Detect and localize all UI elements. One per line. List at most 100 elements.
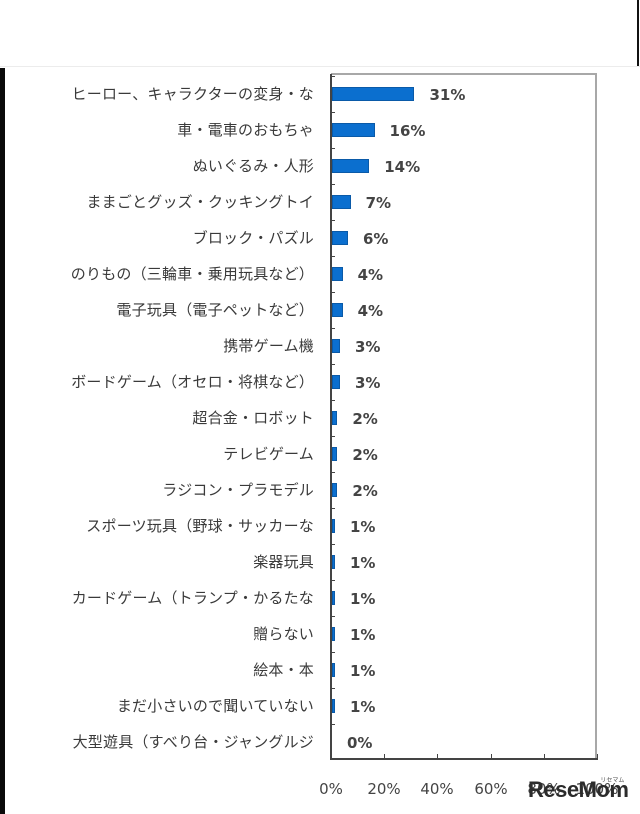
y-axis-tick xyxy=(331,616,335,617)
bar xyxy=(332,87,415,101)
category-label: 電子玩具（電子ペットなど） xyxy=(116,301,314,319)
category-label: 贈らない xyxy=(253,625,314,643)
bar xyxy=(332,519,335,533)
x-axis-tick-label: 80% xyxy=(527,780,561,798)
resemom-watermark-logo: ReseMom リセマム xyxy=(528,777,629,803)
right-edge-line xyxy=(637,0,639,66)
y-axis-tick xyxy=(331,256,335,257)
y-axis-tick xyxy=(331,580,335,581)
bar-row: 楽器玩具 1% xyxy=(0,544,640,580)
bar xyxy=(332,411,338,425)
category-label: ラジコン・プラモデル xyxy=(162,481,314,499)
bar-row: 携帯ゲーム機 3% xyxy=(0,328,640,364)
plot-area-frame xyxy=(331,73,597,759)
value-label: 4% xyxy=(357,302,384,320)
x-axis-tick-label: 60% xyxy=(474,780,508,798)
value-label: 2% xyxy=(352,410,378,428)
watermark-text: ReseMom xyxy=(528,777,629,802)
bar xyxy=(332,447,338,461)
bar xyxy=(332,699,335,713)
bar xyxy=(332,159,370,173)
value-label: 1% xyxy=(350,626,376,644)
category-label: 絵本・本 xyxy=(253,661,314,679)
bar-row: ブロック・パズル 6% xyxy=(0,220,640,256)
category-label: まだ小さいので聞いていない xyxy=(116,697,314,715)
value-label: 3% xyxy=(354,374,381,392)
bar-row: ラジコン・プラモデル 2% xyxy=(0,472,640,508)
x-axis-tick-label: 40% xyxy=(420,780,454,798)
bar-row: テレビゲーム 2% xyxy=(0,436,640,472)
bar-row: 車・電車のおもちゃ 16% xyxy=(0,112,640,148)
value-label: 1% xyxy=(350,662,376,680)
category-label: 大型遊具（すべり台・ジャングルジ xyxy=(72,733,314,751)
bar-row: ぬいぐるみ・人形 14% xyxy=(0,148,640,184)
x-axis-tick-label: 20% xyxy=(367,780,401,798)
value-label: 14% xyxy=(384,158,421,176)
value-label: 0% xyxy=(347,734,373,752)
bar xyxy=(332,339,340,353)
y-axis-tick xyxy=(331,112,335,113)
y-axis-tick xyxy=(331,328,335,329)
bar xyxy=(332,375,340,389)
category-label: 携帯ゲーム機 xyxy=(223,337,314,355)
value-label: 2% xyxy=(352,446,378,464)
category-label: 楽器玩具 xyxy=(253,553,314,571)
x-axis-tick xyxy=(597,754,598,758)
value-label: 2% xyxy=(352,482,378,500)
category-label: ヒーロー、キャラクターの変身・な xyxy=(71,85,314,103)
y-axis-tick xyxy=(331,436,335,437)
y-axis-tick xyxy=(331,688,335,689)
value-label: 1% xyxy=(350,698,376,716)
category-label: スポーツ玩具（野球・サッカーな xyxy=(86,517,314,535)
bar-row: のりもの（三輪車・乗用玩具など） 4% xyxy=(0,256,640,292)
bar-row: まだ小さいので聞いていない 1% xyxy=(0,688,640,724)
y-axis xyxy=(330,74,332,760)
value-label: 1% xyxy=(350,518,376,536)
x-axis-tick xyxy=(437,754,438,758)
bar xyxy=(332,267,343,281)
value-label: 3% xyxy=(354,338,381,356)
bar-row: カードゲーム（トランプ・かるたな 1% xyxy=(0,580,640,616)
y-axis-tick xyxy=(331,508,335,509)
value-label: 31% xyxy=(429,86,466,104)
bar xyxy=(332,663,335,677)
value-label: 1% xyxy=(350,554,376,572)
top-separator xyxy=(0,66,640,67)
y-axis-tick xyxy=(331,544,335,545)
y-axis-tick xyxy=(331,652,335,653)
bar-row: 電子玩具（電子ペットなど） 4% xyxy=(0,292,640,328)
category-label: 車・電車のおもちゃ xyxy=(177,121,314,139)
category-label: テレビゲーム xyxy=(223,445,314,463)
left-edge-bar xyxy=(0,68,5,814)
y-axis-tick xyxy=(331,292,335,293)
x-axis-tick xyxy=(331,754,332,758)
y-axis-tick xyxy=(331,76,335,77)
bar-row: ままごとグッズ・クッキングトイ 7% xyxy=(0,184,640,220)
bar xyxy=(332,627,335,641)
category-label: ままごとグッズ・クッキングトイ xyxy=(86,193,314,211)
bar-row: 贈らない 1% xyxy=(0,616,640,652)
y-axis-tick xyxy=(331,364,335,365)
category-label: ブロック・パズル xyxy=(192,229,314,247)
value-label: 16% xyxy=(389,122,426,140)
y-axis-tick xyxy=(331,184,335,185)
watermark-subtext: リセマム xyxy=(600,778,625,784)
bar xyxy=(332,231,348,245)
bar xyxy=(332,483,338,497)
x-axis-tick xyxy=(544,754,545,758)
bar xyxy=(332,303,343,317)
y-axis-tick xyxy=(331,400,335,401)
value-label: 1% xyxy=(350,590,376,608)
y-axis-tick xyxy=(331,220,335,221)
y-axis-tick xyxy=(331,724,335,725)
bar-row: ボードゲーム（オセロ・将棋など） 3% xyxy=(0,364,640,400)
value-label: 6% xyxy=(362,230,389,248)
category-label: ぬいぐるみ・人形 xyxy=(192,157,314,175)
category-label: のりもの（三輪車・乗用玩具など） xyxy=(70,265,314,283)
x-axis-tick-label: 100% xyxy=(575,780,619,798)
bar xyxy=(332,591,335,605)
category-label: 超合金・ロボット xyxy=(192,409,314,427)
bar-row: スポーツ玩具（野球・サッカーな 1% xyxy=(0,508,640,544)
bar-row: 超合金・ロボット 2% xyxy=(0,400,640,436)
